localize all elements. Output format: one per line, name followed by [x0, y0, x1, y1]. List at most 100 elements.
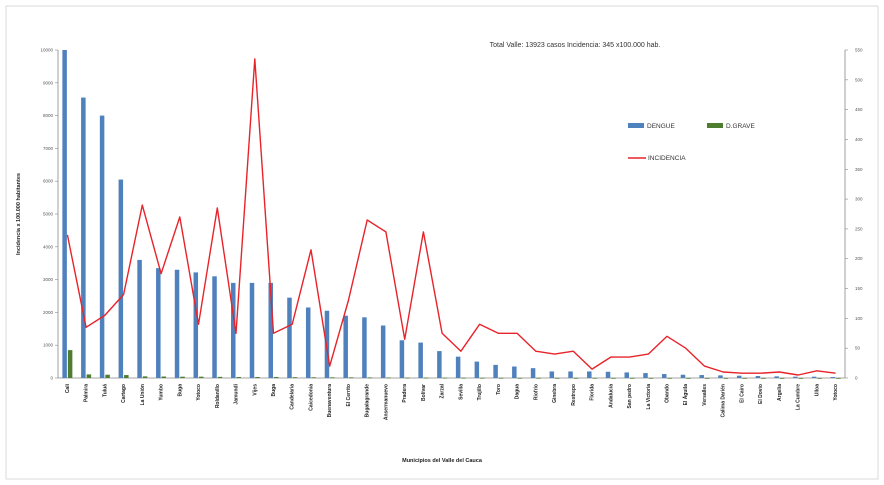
x-tick-label: Cali [65, 383, 71, 393]
bar-dengue [699, 375, 704, 378]
bar-dgrave [779, 377, 785, 379]
x-tick-label: Yotoco [196, 384, 202, 401]
bar-dgrave [555, 377, 560, 379]
chart-annotation: Total Valle: 13923 casos Incidencia: 345… [490, 42, 661, 49]
x-tick-label: Tuluá [102, 384, 108, 397]
bar-dgrave [461, 377, 466, 379]
bar-dengue [174, 269, 180, 378]
y-tick-label: 5000 [43, 212, 54, 217]
legend-swatch-dengue [628, 123, 644, 128]
bar-dgrave [686, 377, 691, 379]
bar-dgrave [367, 377, 373, 379]
bar-dgrave [836, 377, 841, 379]
y-tick-label: 10000 [40, 48, 53, 53]
legend-label-dgrave: D.GRAVE [726, 123, 755, 130]
y-tick-label: 9000 [43, 80, 54, 85]
bar-dengue [399, 340, 405, 378]
bar-dengue [830, 377, 836, 378]
x-tick-label: Versalles [702, 384, 708, 406]
x-tick-label: Candelaria [290, 384, 296, 410]
bar-dengue [305, 307, 311, 378]
x-tick-label: Zarzal [440, 383, 446, 398]
x-tick-label: El Águila [682, 384, 689, 406]
bar-dengue [530, 368, 536, 378]
x-tick-label: Florida [590, 384, 596, 401]
y-tick-label: 7000 [43, 146, 54, 151]
bar-dgrave [480, 377, 485, 379]
x-tick-label: El Dovio [758, 384, 764, 404]
bar-dgrave [761, 377, 766, 379]
x-tick-label: Jamundí [234, 383, 240, 404]
x-tick-label: Pradera [402, 384, 408, 403]
bar-dgrave [311, 377, 316, 379]
x-tick-label: Cartago [121, 384, 127, 403]
bar-dengue [736, 375, 742, 378]
bar-dengue [755, 376, 761, 378]
bar-dgrave [423, 377, 429, 379]
bar-dengue [118, 179, 124, 378]
x-tick-label: San pedro [627, 384, 633, 408]
x-tick-label: El Cerrito [346, 384, 352, 407]
bar-dgrave [704, 377, 710, 379]
bar-dengue [661, 374, 667, 378]
bar-dengue [324, 310, 330, 378]
bar-dengue [437, 351, 442, 378]
chart-frame [5, 5, 879, 480]
bar-dengue [418, 342, 423, 378]
x-tick-label: La Cumbre [796, 384, 802, 410]
bar-dengue [81, 97, 86, 378]
bar-dgrave [292, 377, 298, 378]
y-tick-label: 3000 [43, 277, 54, 282]
x-tick-label: Riofrío [533, 384, 539, 400]
x-tick-label: Palmira [84, 384, 90, 402]
y2-tick-label: 150 [855, 286, 863, 291]
y2-tick-label: 200 [855, 256, 863, 261]
x-tick-label: Vijes [252, 384, 258, 396]
x-tick-label: Bolívar [421, 384, 427, 401]
y-tick-label: 1000 [43, 343, 54, 348]
y2-tick-label: 500 [855, 77, 863, 82]
x-tick-label: Toro [496, 384, 502, 395]
bar-dengue [718, 375, 723, 378]
y2-tick-label: 0 [855, 376, 858, 381]
bar-dengue [605, 371, 611, 378]
y-tick-label: 0 [50, 376, 53, 381]
x-tick-label: Andalucía [608, 384, 614, 408]
x-tick-label: Yotoco [833, 384, 839, 401]
y2-tick-label: 300 [855, 197, 863, 202]
x-tick-label: Argelia [777, 384, 783, 401]
bar-dgrave [667, 377, 672, 379]
y2-tick-label: 50 [855, 346, 861, 351]
bar-dengue [474, 361, 480, 378]
bar-dengue [362, 317, 367, 378]
y2-tick-label: 250 [855, 226, 863, 231]
bar-dgrave [798, 377, 804, 379]
bar-dengue [680, 374, 686, 378]
bar-dgrave [217, 376, 223, 378]
y-tick-label: 4000 [43, 244, 54, 249]
x-tick-label: Obando [664, 384, 670, 403]
x-tick-label: Yumbo [159, 384, 165, 401]
legend-label-dengue: DENGUE [647, 123, 675, 130]
x-tick-label: Caicedonia [308, 384, 314, 411]
x-tick-label: Buenaventura [327, 384, 333, 418]
x-axis-label: Municipios del Valle del Cauca [402, 458, 483, 464]
bar-dgrave [105, 374, 110, 378]
bar-dgrave [161, 376, 167, 378]
x-tick-label: Ansermanuevo [383, 384, 389, 420]
y-tick-label: 2000 [43, 310, 54, 315]
bar-dengue [455, 356, 461, 378]
bar-dgrave [386, 377, 391, 379]
bar-dgrave [405, 377, 410, 379]
bar-dengue [193, 272, 199, 378]
bar-dengue [774, 376, 779, 378]
x-tick-label: Trujillo [477, 384, 483, 400]
bar-dgrave [742, 377, 747, 379]
y2-tick-label: 350 [855, 167, 863, 172]
x-tick-label: Bugalagrande [365, 384, 371, 418]
bar-dengue [62, 50, 67, 378]
bar-dgrave [124, 375, 129, 378]
bar-dgrave [536, 377, 541, 379]
bar-dengue [268, 282, 273, 378]
bar-dengue [624, 372, 630, 378]
